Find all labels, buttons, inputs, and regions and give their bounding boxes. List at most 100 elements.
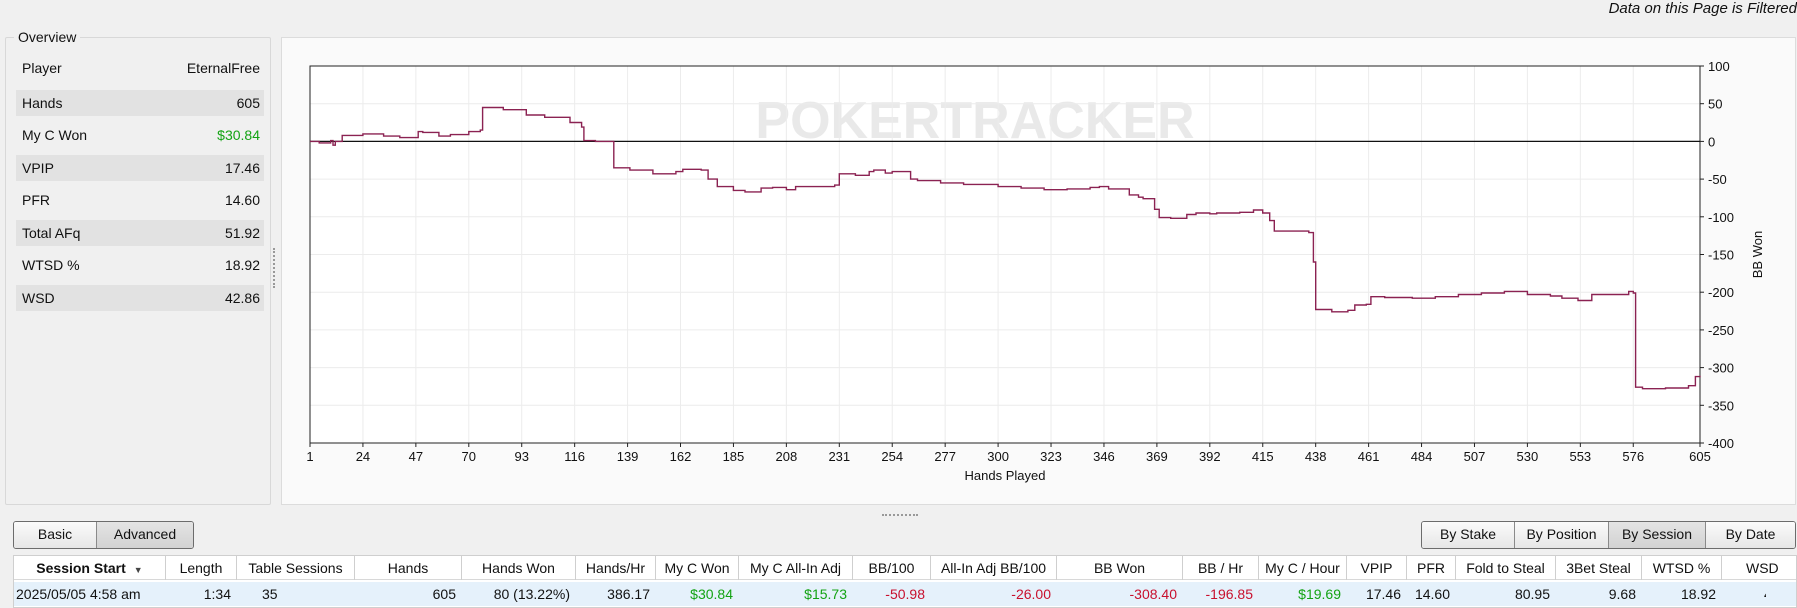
col-pfr[interactable]: PFR: [1407, 556, 1456, 580]
overview-row-hands: Hands 605: [16, 90, 264, 116]
x-tick-label: 162: [670, 449, 692, 464]
overview-row-my-c-won: My C Won $30.84: [16, 122, 264, 148]
col-all-in-adj-bb-100[interactable]: All-In Adj BB/100: [931, 556, 1057, 580]
overview-row-wtsd: WTSD % 18.92: [16, 252, 264, 278]
by-stake-button[interactable]: By Stake: [1422, 522, 1515, 548]
overview-value: 17.46: [224, 160, 260, 176]
col-my-c-won[interactable]: My C Won: [656, 556, 739, 580]
sort-desc-icon: ▼: [133, 565, 143, 575]
cell-my-c-all-in-adj: $15.73: [804, 586, 847, 602]
y-tick-label: -300: [1708, 361, 1734, 376]
vertical-splitter-handle[interactable]: [273, 248, 277, 288]
cell-fold-to-steal: 80.95: [1514, 586, 1550, 602]
group-by-toggle: By Stake By Position By Session By Date: [1421, 521, 1796, 549]
col-hands-won[interactable]: Hands Won: [462, 556, 576, 580]
col-wsd[interactable]: WSD: [1722, 556, 1796, 580]
col-my-c-all-in-adj[interactable]: My C All-In Adj: [739, 556, 853, 580]
basic-button[interactable]: Basic: [14, 522, 97, 548]
overview-value: EternalFree: [186, 60, 260, 76]
x-tick-label: 1: [306, 449, 313, 464]
overview-row-pfr: PFR 14.60: [16, 187, 264, 213]
col-vpip[interactable]: VPIP: [1347, 556, 1407, 580]
x-tick-label: 208: [776, 449, 798, 464]
col-hands[interactable]: Hands: [355, 556, 462, 580]
col-3bet-steal[interactable]: 3Bet Steal: [1556, 556, 1642, 580]
table-row[interactable]: 2025/05/05 4:58 am 1:34 35 605 80 (13.22…: [14, 582, 1796, 606]
advanced-button[interactable]: Advanced: [97, 522, 193, 548]
cell-hands-hr: 386.17: [607, 586, 650, 602]
cell-my-c-hour: $19.69: [1298, 586, 1341, 602]
x-tick-label: 323: [1040, 449, 1062, 464]
col-wtsd[interactable]: WTSD %: [1642, 556, 1722, 580]
x-tick-label: 461: [1358, 449, 1380, 464]
col-length[interactable]: Length: [166, 556, 237, 580]
by-position-button[interactable]: By Position: [1515, 522, 1609, 548]
x-tick-label: 300: [987, 449, 1009, 464]
y-tick-label: -100: [1708, 210, 1734, 225]
overview-label: Total AFq: [22, 225, 81, 241]
y-tick-label: -150: [1708, 248, 1734, 263]
cell-vpip: 17.46: [1365, 586, 1401, 602]
overview-panel: Overview Player EternalFree Hands 605 My…: [5, 29, 271, 505]
x-tick-label: 24: [356, 449, 370, 464]
y-tick-label: 100: [1708, 59, 1730, 74]
overview-title: Overview: [14, 29, 81, 45]
filter-notice: Data on this Page is Filtered: [1608, 0, 1797, 17]
col-bb-100[interactable]: BB/100: [853, 556, 931, 580]
y-tick-label: -200: [1708, 285, 1734, 300]
by-date-button[interactable]: By Date: [1706, 522, 1795, 548]
y-tick-label: -50: [1708, 172, 1727, 187]
y-tick-label: -350: [1708, 398, 1734, 413]
y-tick-label: -250: [1708, 323, 1734, 338]
x-tick-label: 605: [1689, 449, 1711, 464]
overview-label: VPIP: [22, 160, 54, 176]
col-session-start[interactable]: Session Start ▼: [14, 556, 166, 580]
overview-value: 14.60: [224, 192, 260, 208]
by-session-button[interactable]: By Session: [1609, 522, 1706, 548]
overview-value: 605: [236, 95, 260, 111]
overview-row-player: Player EternalFree: [16, 55, 264, 81]
cell-pfr: 14.60: [1414, 586, 1450, 602]
overview-row-vpip: VPIP 17.46: [16, 155, 264, 181]
x-tick-label: 415: [1252, 449, 1274, 464]
cell-my-c-won: $30.84: [690, 586, 733, 602]
cell-session-start: 2025/05/05 4:58 am: [16, 586, 141, 602]
cell-wsd: 42.86: [1722, 582, 1766, 606]
overview-label: WSD: [22, 290, 55, 306]
overview-value: $30.84: [217, 127, 260, 143]
x-axis-label: Hands Played: [965, 468, 1046, 483]
col-hands-hr[interactable]: Hands/Hr: [576, 556, 656, 580]
x-tick-label: 93: [514, 449, 528, 464]
table-header-row: Session Start ▼ Length Table Sessions Han…: [14, 556, 1796, 580]
sessions-table: Session Start ▼ Length Table Sessions Han…: [13, 555, 1797, 608]
y-tick-label: 0: [1708, 134, 1715, 149]
col-bb-hr[interactable]: BB / Hr: [1183, 556, 1259, 580]
cell-bb-100: -50.98: [885, 586, 925, 602]
bb-won-chart: POKERTRACKER 1 24 47 70 93 116 139 162 185 208 231 2…: [306, 59, 1765, 483]
col-fold-to-steal[interactable]: Fold to Steal: [1456, 556, 1556, 580]
x-tick-label: 438: [1305, 449, 1327, 464]
x-tick-label: 576: [1622, 449, 1644, 464]
y-tick-label: -400: [1708, 436, 1734, 451]
x-tick-label: 369: [1146, 449, 1168, 464]
overview-value: 42.86: [224, 290, 260, 306]
overview-value: 18.92: [224, 257, 260, 273]
cell-hands: 605: [432, 586, 456, 602]
overview-row-total-afq: Total AFq 51.92: [16, 220, 264, 246]
horizontal-splitter-handle[interactable]: [882, 514, 918, 518]
cell-hands-won: 80 (13.22%): [493, 586, 570, 602]
cell-length: 1:34: [203, 586, 231, 602]
col-bb-won[interactable]: BB Won: [1057, 556, 1183, 580]
col-table-sessions[interactable]: Table Sessions: [237, 556, 355, 580]
y-axis-label: BB Won: [1750, 231, 1765, 278]
watermark-logo: POKERTRACKER: [755, 92, 1194, 150]
x-tick-label: 346: [1093, 449, 1115, 464]
col-my-c-hour[interactable]: My C / Hour: [1259, 556, 1347, 580]
cell-wtsd: 18.92: [1680, 586, 1716, 602]
bb-won-series-line: [310, 106, 1701, 390]
x-tick-label: 553: [1569, 449, 1591, 464]
cell-3bet-steal: 9.68: [1608, 586, 1636, 602]
overview-label: WTSD %: [22, 257, 80, 273]
x-tick-label: 47: [409, 449, 423, 464]
overview-label: Hands: [22, 95, 63, 111]
